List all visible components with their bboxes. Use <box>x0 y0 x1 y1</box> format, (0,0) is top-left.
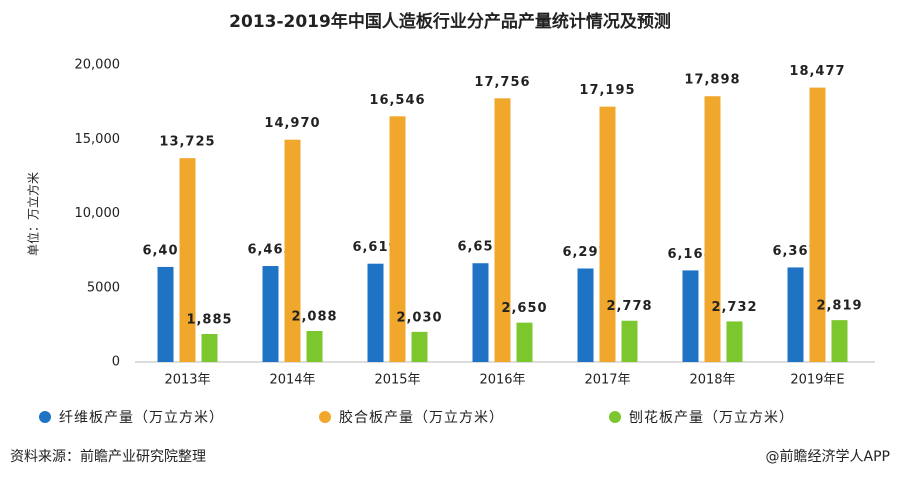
x-tick-label: 2017年 <box>584 373 630 388</box>
bar <box>704 96 721 363</box>
bar <box>494 98 511 363</box>
x-tick-label: 2015年 <box>374 373 420 388</box>
bar <box>577 268 594 362</box>
bar <box>201 334 218 362</box>
y-tick-label: 0 <box>112 355 120 370</box>
y-tick-label: 15,000 <box>75 132 121 147</box>
bar <box>179 158 196 362</box>
bar <box>367 263 384 362</box>
value-label: 2,030 <box>396 310 442 325</box>
value-label: 17,195 <box>579 83 635 98</box>
value-label: 1,885 <box>186 313 232 328</box>
x-tick-label: 2018年 <box>689 373 735 388</box>
value-label: 2,650 <box>501 301 547 316</box>
legend-marker <box>609 411 621 423</box>
y-tick-label: 5000 <box>87 280 120 295</box>
value-label: 13,725 <box>159 135 215 150</box>
bar <box>157 266 174 362</box>
y-axis-label: 单位：万立方米 <box>26 172 41 256</box>
legend-label: 胶合板产量（万立方米） <box>339 409 504 426</box>
value-label: 2,088 <box>291 309 337 324</box>
value-label: 2,819 <box>816 299 862 314</box>
bar <box>831 320 848 362</box>
legend-marker <box>39 411 51 423</box>
source: 资料来源：前瞻产业研究院整理 <box>10 448 206 465</box>
bar <box>726 321 743 362</box>
bar <box>411 331 428 362</box>
value-label: 6,168 <box>667 247 713 262</box>
x-tick-label: 2014年 <box>269 373 315 388</box>
chart-title: 2013-2019年中国人造板行业分产品产量统计情况及预测 <box>229 11 671 32</box>
bar <box>516 322 533 362</box>
value-label: 17,898 <box>684 73 740 88</box>
bar <box>787 267 804 362</box>
bar <box>472 263 489 362</box>
bar <box>599 106 616 362</box>
legend-label: 纤维板产量（万立方米） <box>59 410 224 426</box>
x-tick-label: 2013年 <box>164 373 210 388</box>
y-tick-label: 10,000 <box>75 206 121 221</box>
value-label: 6,297 <box>562 245 608 260</box>
bar <box>262 266 279 362</box>
bar <box>809 87 826 362</box>
bar <box>682 270 699 362</box>
value-label: 6,367 <box>772 244 818 259</box>
value-label: 2,732 <box>711 300 757 315</box>
value-label: 14,970 <box>264 116 320 131</box>
value-label: 16,546 <box>369 93 425 108</box>
value-label: 18,477 <box>789 64 845 79</box>
value-label: 6,651 <box>457 240 503 255</box>
value-label: 6,463 <box>247 243 293 258</box>
value-label: 2,778 <box>606 299 652 314</box>
bar <box>284 139 301 362</box>
legend-label: 刨花板产量（万立方米） <box>629 410 794 426</box>
y-tick-label: 20,000 <box>75 58 121 73</box>
bar <box>389 116 406 362</box>
value-label: 6,402 <box>142 243 188 258</box>
bar <box>306 330 323 362</box>
bar <box>621 320 638 362</box>
x-tick-label: 2019年E <box>790 373 844 388</box>
legend-marker <box>319 411 331 423</box>
value-label: 17,756 <box>474 75 530 90</box>
value-label: 6,619 <box>352 240 398 255</box>
credit: @前瞻经济学人APP <box>766 448 890 465</box>
x-tick-label: 2016年 <box>479 373 525 388</box>
